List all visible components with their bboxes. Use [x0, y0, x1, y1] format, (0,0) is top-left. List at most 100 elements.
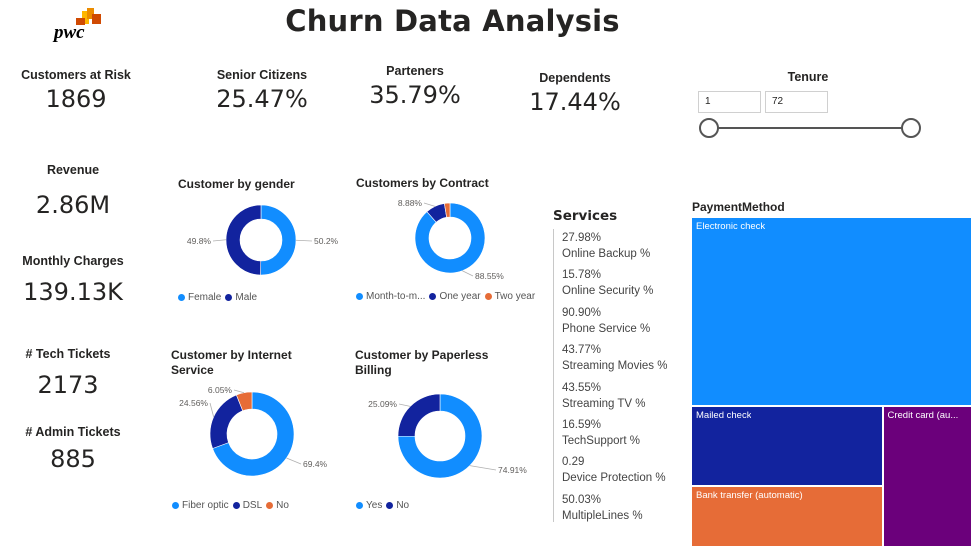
- legend-dot: [429, 293, 437, 300]
- pwc-logo-text: pwc: [54, 22, 85, 43]
- kpi-partners: Parteners 35.79%: [355, 64, 475, 109]
- legend-item[interactable]: DSL: [232, 500, 263, 511]
- legend-label: No: [396, 500, 410, 511]
- kpi-label: Revenue: [46, 163, 100, 177]
- kpi-label: Senior Citizens: [216, 68, 308, 82]
- kpi-revenue: Revenue 2.86M: [13, 163, 133, 219]
- legend-gender: Female Male: [178, 292, 261, 303]
- pwc-logo-mark-icon: [76, 8, 101, 25]
- chart-title-payment: PaymentMethod: [692, 200, 785, 214]
- tenure-slicer: Tenure 1 72: [695, 68, 935, 143]
- service-value: 27.98%: [562, 232, 602, 244]
- kpi-admin-tickets: # Admin Tickets 885: [13, 425, 133, 473]
- service-value: 0.29: [562, 456, 585, 469]
- treemap-tile[interactable]: Electronic check: [691, 217, 972, 407]
- legend-item[interactable]: No: [266, 500, 289, 511]
- donut-slice[interactable]: [236, 391, 253, 412]
- tenure-max-input[interactable]: 72: [765, 91, 828, 113]
- kpi-value: 25.47%: [216, 85, 308, 113]
- leader-line: [209, 402, 215, 418]
- legend-label: Female: [188, 292, 222, 303]
- donut-chart-gender[interactable]: 50.2% 49.8%: [177, 190, 347, 290]
- donut-chart-contract[interactable]: 88.55% 8.88%: [366, 190, 536, 290]
- donut-slice[interactable]: [260, 204, 297, 276]
- kpi-tech-tickets: # Tech Tickets 2173: [8, 347, 128, 399]
- data-label: 74.91%: [498, 465, 527, 475]
- donut-chart-paperless[interactable]: 74.91% 25.09%: [355, 380, 527, 480]
- data-label: 50.2%: [314, 236, 339, 246]
- tenure-slider-min-handle[interactable]: [699, 118, 719, 138]
- service-label: Streaming TV %: [562, 397, 646, 410]
- services-title: Services: [553, 208, 618, 224]
- service-label: Online Backup %: [562, 248, 651, 260]
- donut-slice[interactable]: [209, 394, 244, 449]
- kpi-monthly-charges: Monthly Charges 139.13K: [13, 254, 133, 306]
- legend-dot: [225, 294, 233, 301]
- legend-label: DSL: [242, 500, 263, 511]
- legend-dot: [356, 293, 363, 300]
- kpi-label: Dependents: [539, 71, 611, 85]
- treemap-tile-label: Credit card (au...: [887, 410, 959, 422]
- data-label: 88.55%: [475, 271, 504, 281]
- pwc-logo: pwc: [52, 8, 104, 44]
- legend-dot: [172, 502, 179, 509]
- legend-item[interactable]: Yes: [356, 500, 382, 511]
- chart-title-internet: Customer by Internet Service: [171, 348, 292, 377]
- kpi-dependents: Dependents 17.44%: [515, 71, 635, 116]
- kpi-label: # Admin Tickets: [25, 425, 121, 439]
- kpi-label: Customers at Risk: [21, 68, 131, 82]
- treemap-tile-label: Electronic check: [696, 221, 766, 232]
- kpi-customers-at-risk: Customers at Risk 1869: [16, 68, 136, 113]
- service-value: 50.03%: [562, 493, 602, 506]
- legend-item[interactable]: Female: [178, 292, 221, 303]
- data-label: 8.88%: [398, 198, 423, 208]
- legend-dot: [232, 502, 240, 509]
- tenure-min-input[interactable]: 1: [698, 91, 761, 113]
- treemap-tile[interactable]: Credit card (au...: [882, 406, 972, 547]
- data-label: 24.56%: [179, 398, 208, 408]
- service-value: 16.59%: [562, 419, 602, 431]
- legend-item[interactable]: One year: [429, 291, 481, 302]
- kpi-value: 17.44%: [529, 88, 621, 116]
- leader-line: [423, 202, 436, 207]
- donut-slice[interactable]: [225, 204, 262, 276]
- legend-item[interactable]: No: [386, 500, 409, 511]
- service-value: 43.77%: [562, 344, 602, 357]
- legend-item[interactable]: Two year: [484, 291, 536, 302]
- service-label: Streaming Movies %: [562, 360, 668, 373]
- legend-item[interactable]: Male: [225, 292, 257, 303]
- donut-slice[interactable]: [414, 202, 486, 274]
- legend-label: Two year: [494, 291, 536, 302]
- donut-slice[interactable]: [444, 202, 451, 218]
- tenure-label: Tenure: [787, 70, 829, 84]
- legend-dot: [266, 502, 274, 509]
- tenure-slider-track[interactable]: [709, 127, 911, 129]
- treemap-tile[interactable]: Mailed check: [691, 406, 883, 486]
- legend-dot: [386, 502, 394, 509]
- leader-line: [286, 457, 302, 465]
- donut-slice[interactable]: [397, 393, 441, 437]
- tenure-slider-max-handle[interactable]: [901, 118, 921, 138]
- donut-slice[interactable]: [212, 391, 295, 477]
- treemap-tile[interactable]: Bank transfer (automatic): [691, 485, 883, 547]
- data-label: 25.09%: [368, 399, 397, 409]
- kpi-value: 885: [50, 445, 96, 473]
- legend-item[interactable]: Fiber optic: [172, 500, 229, 511]
- legend-dot: [356, 502, 363, 509]
- treemap-payment-method[interactable]: Electronic check Mailed check Bank transfe…: [691, 217, 972, 547]
- chart-title-gender: Customer by gender: [178, 177, 295, 191]
- leader-line: [398, 403, 411, 407]
- service-label: Device Protection %: [562, 472, 666, 485]
- donut-chart-internet[interactable]: 69.4% 24.56%6.05%: [168, 380, 338, 480]
- leader-line: [212, 239, 227, 242]
- donut-slice[interactable]: [397, 393, 483, 479]
- service-label: Phone Service %: [562, 322, 651, 335]
- chart-title-contract: Customers by Contract: [356, 176, 489, 190]
- legend-item[interactable]: Month-to-m...: [356, 291, 425, 302]
- chart-title-paperless: Customer by Paperless Billing: [355, 348, 489, 377]
- legend-contract: Month-to-m... One year Two year: [356, 291, 539, 302]
- leader-line: [295, 239, 313, 242]
- kpi-value: 35.79%: [369, 81, 461, 109]
- data-label: 69.4%: [303, 459, 328, 469]
- page-title: Churn Data Analysis: [285, 4, 620, 38]
